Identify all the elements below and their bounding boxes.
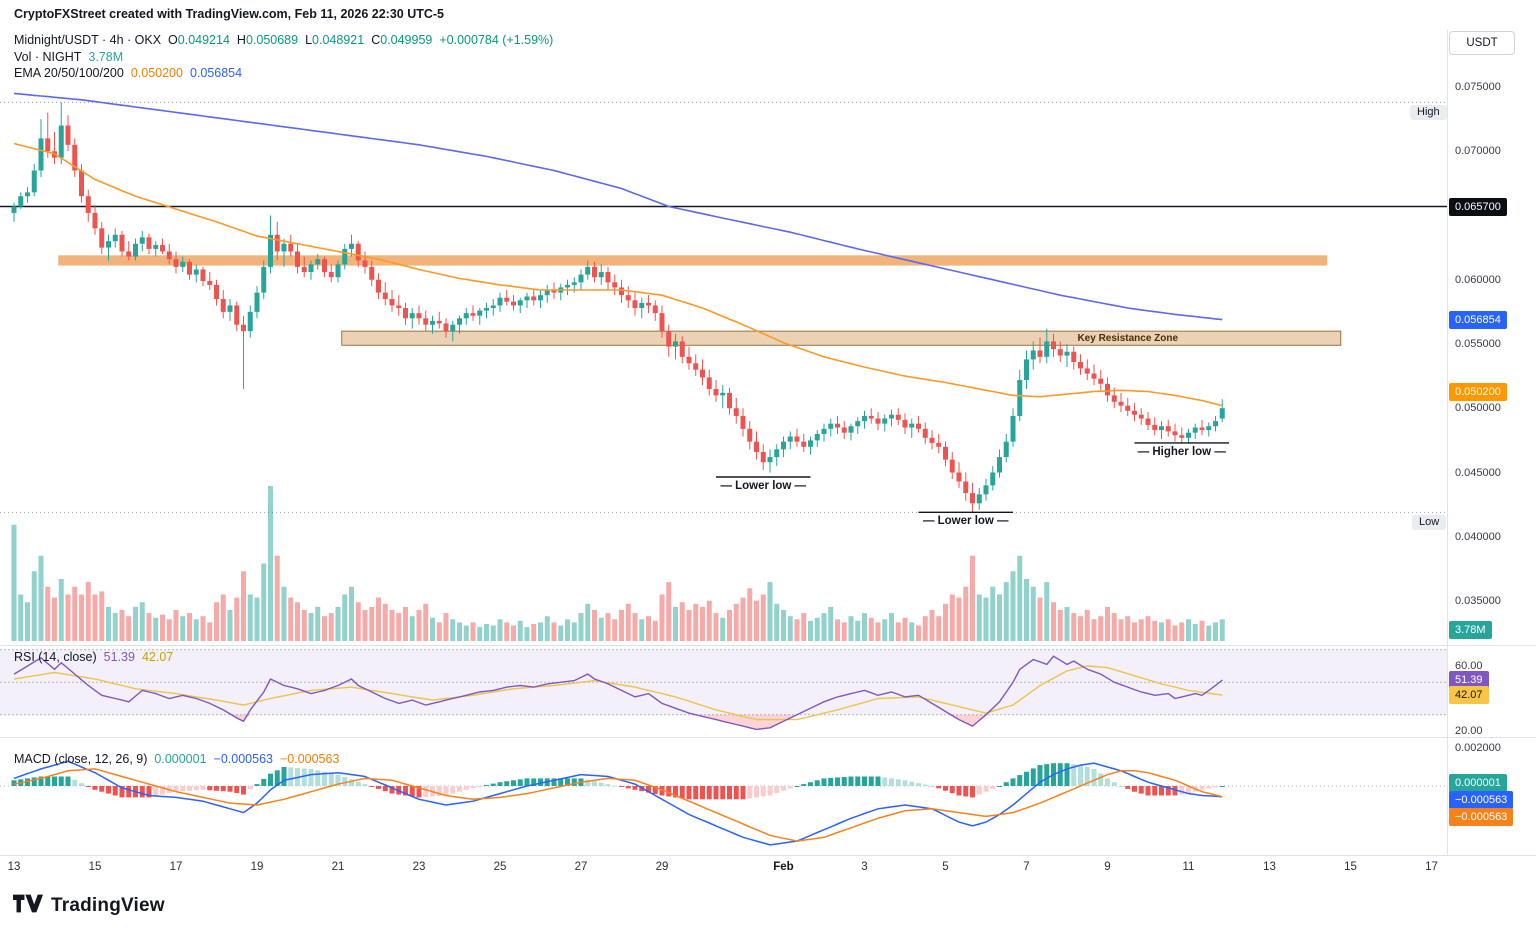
ohlc-low: L0.048921 (305, 33, 365, 47)
macd-legend-row: MACD (close, 12, 26, 9) 0.000001 −0.0005… (14, 752, 339, 766)
ohlc-close: C0.049959 (371, 33, 433, 47)
time-tick[interactable]: 23 (412, 861, 426, 873)
macd-legend-title[interactable]: MACD (close, 12, 26, 9) (14, 752, 148, 766)
time-tick[interactable]: 15 (1344, 861, 1357, 873)
time-tick[interactable]: 27 (574, 861, 588, 873)
ema-legend-row: EMA 20/50/100/200 0.050200 0.056854 (14, 66, 242, 80)
volume-legend-title[interactable]: Vol · NIGHT (14, 50, 82, 64)
time-tick[interactable]: 13 (7, 861, 21, 873)
ohlc-open: O0.049214 (168, 33, 230, 47)
rsi-ma-value: 42.07 (141, 650, 174, 664)
tradingview-logo-text: TradingView (51, 895, 165, 916)
volume-legend-row: Vol · NIGHT 3.78M (14, 50, 123, 64)
time-tick[interactable]: 19 (250, 861, 264, 873)
rsi-legend-title[interactable]: RSI (14, close) (14, 650, 97, 664)
tradingview-logo-icon (13, 892, 43, 920)
time-tick[interactable]: 25 (493, 861, 507, 873)
time-axis-separator (0, 855, 1536, 856)
time-tick[interactable]: 11 (1182, 861, 1195, 873)
time-tick[interactable]: 9 (1104, 861, 1111, 873)
time-tick[interactable]: 7 (1023, 861, 1030, 873)
ema-legend-title[interactable]: EMA 20/50/100/200 (14, 66, 124, 80)
price-change: +0.000784 (+1.59%) (439, 33, 554, 47)
time-tick[interactable]: 5 (942, 861, 949, 873)
macd-signal-value: −0.000563 (279, 752, 340, 766)
time-tick[interactable]: 17 (1425, 861, 1438, 873)
macd-line-value: −0.000563 (213, 752, 273, 766)
rsi-legend-row: RSI (14, close) 51.39 42.07 (14, 650, 173, 664)
panel-separator[interactable] (0, 645, 1536, 646)
time-tick[interactable]: 29 (655, 861, 669, 873)
panel-separator[interactable] (0, 737, 1536, 738)
symbol-title[interactable]: Midnight/USDT · 4h · OKX (14, 33, 162, 47)
macd-hist-value: 0.000001 (154, 752, 207, 766)
currency-toggle-button[interactable]: USDT (1449, 31, 1515, 55)
ohlc-high: H0.050689 (236, 33, 299, 47)
time-tick[interactable]: Feb (773, 861, 794, 873)
time-tick[interactable]: 15 (88, 861, 102, 873)
volume-legend-value: 3.78M (88, 50, 124, 64)
ema-orange-value: 0.050200 (130, 66, 183, 80)
time-tick[interactable]: 13 (1263, 861, 1276, 873)
watermark-text: CryptoFXStreet created with TradingView.… (14, 7, 445, 21)
time-tick[interactable]: 21 (331, 861, 345, 873)
time-tick[interactable]: 17 (169, 861, 183, 873)
time-tick[interactable]: 3 (861, 861, 868, 873)
tradingview-logo[interactable]: TradingView (13, 892, 165, 920)
rsi-value: 51.39 (103, 650, 135, 664)
price-axis-border[interactable] (1447, 30, 1448, 856)
symbol-legend-row: Midnight/USDT · 4h · OKX O0.049214 H0.05… (14, 33, 553, 47)
ema-blue-value: 0.056854 (189, 66, 243, 80)
